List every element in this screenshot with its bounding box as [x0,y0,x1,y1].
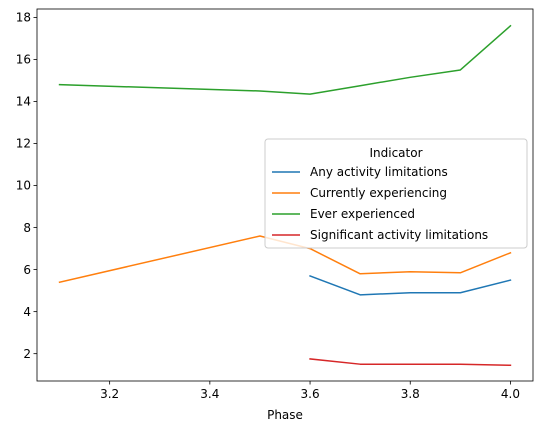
y-tick-label: 16 [16,53,31,67]
y-tick-label: 6 [23,263,31,277]
y-tick-label: 18 [16,11,31,25]
y-tick-label: 12 [16,137,31,151]
x-tick-label: 3.2 [100,387,119,401]
y-tick-label: 8 [23,221,31,235]
legend-title: Indicator [369,146,422,160]
legend-label: Any activity limitations [310,165,448,179]
y-tick-label: 10 [16,179,31,193]
legend-label: Significant activity limitations [310,228,488,242]
x-tick-label: 3.6 [301,387,320,401]
x-tick-label: 3.4 [200,387,219,401]
legend-label: Currently experiencing [310,186,447,200]
x-tick-label: 3.8 [401,387,420,401]
y-tick-label: 14 [16,95,31,109]
x-tick-label: 4.0 [501,387,520,401]
legend: Indicator Any activity limitations Curren… [265,139,527,248]
x-axis-title: Phase [267,408,303,422]
y-tick-label: 4 [23,305,31,319]
y-tick-label: 2 [23,347,31,361]
legend-label: Ever experienced [310,207,415,221]
